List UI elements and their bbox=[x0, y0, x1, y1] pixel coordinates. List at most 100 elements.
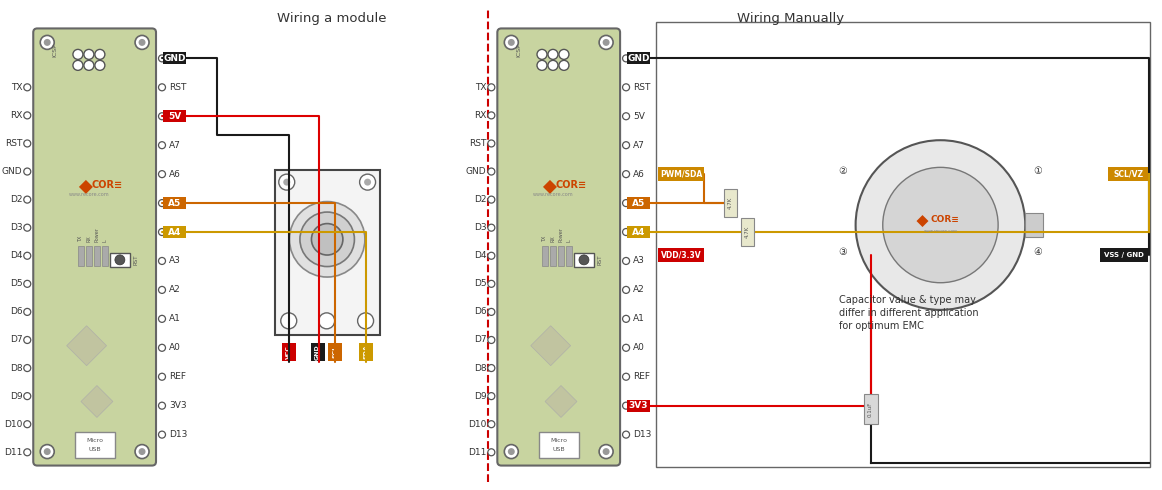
Bar bbox=[163, 226, 186, 238]
Bar bbox=[163, 110, 186, 122]
Circle shape bbox=[115, 255, 124, 265]
Bar bbox=[627, 197, 650, 209]
Text: RST: RST bbox=[633, 83, 651, 92]
Text: D10: D10 bbox=[3, 420, 22, 429]
Text: Capacitor value & type may
differ in different application
for optimum EMC: Capacitor value & type may differ in dif… bbox=[839, 295, 978, 331]
Circle shape bbox=[84, 60, 94, 71]
Circle shape bbox=[23, 337, 30, 343]
Circle shape bbox=[548, 60, 558, 71]
Text: ②: ② bbox=[839, 166, 847, 176]
Bar bbox=[163, 197, 186, 209]
Circle shape bbox=[488, 392, 495, 400]
Text: D13: D13 bbox=[168, 430, 187, 439]
Text: TX: TX bbox=[78, 235, 84, 242]
Polygon shape bbox=[917, 215, 928, 227]
Text: VDD/3.3V: VDD/3.3V bbox=[661, 250, 702, 259]
Text: D6: D6 bbox=[474, 307, 487, 317]
Polygon shape bbox=[531, 326, 571, 366]
Text: A3: A3 bbox=[633, 256, 645, 266]
Text: 0.1uF: 0.1uF bbox=[868, 401, 873, 417]
Text: RX: RX bbox=[86, 235, 92, 242]
Text: A7: A7 bbox=[633, 141, 645, 150]
Circle shape bbox=[158, 142, 165, 148]
Text: D9: D9 bbox=[9, 392, 22, 401]
Bar bbox=[550, 245, 555, 266]
Circle shape bbox=[158, 171, 165, 178]
Text: D7: D7 bbox=[9, 336, 22, 344]
Circle shape bbox=[623, 373, 630, 380]
Circle shape bbox=[359, 174, 375, 190]
Text: TX: TX bbox=[543, 235, 547, 242]
Text: D10: D10 bbox=[468, 420, 487, 429]
Bar bbox=[163, 52, 186, 64]
Circle shape bbox=[559, 60, 569, 71]
Text: GND: GND bbox=[163, 54, 186, 63]
Text: A5: A5 bbox=[167, 198, 181, 208]
Text: 3V3: 3V3 bbox=[629, 401, 648, 410]
Circle shape bbox=[23, 392, 30, 400]
Bar bbox=[274, 170, 380, 335]
Text: www.recore.com: www.recore.com bbox=[924, 229, 957, 233]
Text: D4: D4 bbox=[9, 251, 22, 260]
Circle shape bbox=[73, 60, 83, 71]
Circle shape bbox=[158, 55, 165, 62]
Circle shape bbox=[623, 228, 630, 236]
Circle shape bbox=[41, 35, 55, 49]
Bar bbox=[110, 253, 130, 267]
Circle shape bbox=[623, 344, 630, 351]
Circle shape bbox=[281, 313, 296, 329]
Text: VCC: VCC bbox=[286, 345, 292, 359]
Text: GND: GND bbox=[1, 167, 22, 176]
Circle shape bbox=[548, 49, 558, 59]
Circle shape bbox=[158, 344, 165, 351]
Circle shape bbox=[600, 444, 614, 459]
Circle shape bbox=[488, 280, 495, 287]
Circle shape bbox=[358, 313, 373, 329]
Text: PWM/SDA: PWM/SDA bbox=[660, 170, 702, 179]
Text: A1: A1 bbox=[633, 315, 645, 323]
Bar bbox=[541, 245, 548, 266]
Bar bbox=[281, 343, 296, 361]
Circle shape bbox=[158, 84, 165, 91]
Circle shape bbox=[158, 402, 165, 409]
Text: TX: TX bbox=[10, 83, 22, 92]
Text: ICSP: ICSP bbox=[516, 44, 521, 57]
Text: REF: REF bbox=[633, 372, 650, 381]
Text: D5: D5 bbox=[474, 279, 487, 288]
Circle shape bbox=[537, 49, 547, 59]
Circle shape bbox=[603, 448, 610, 455]
Text: Micro: Micro bbox=[86, 438, 103, 443]
Circle shape bbox=[318, 313, 335, 329]
Text: D7: D7 bbox=[474, 336, 487, 344]
Circle shape bbox=[488, 112, 495, 119]
Text: COR≡: COR≡ bbox=[931, 215, 959, 223]
Bar bbox=[359, 343, 373, 361]
Text: D3: D3 bbox=[474, 223, 487, 232]
Bar bbox=[94, 245, 100, 266]
Circle shape bbox=[158, 431, 165, 438]
Polygon shape bbox=[66, 326, 107, 366]
FancyBboxPatch shape bbox=[497, 28, 621, 465]
Polygon shape bbox=[79, 180, 93, 194]
Text: A0: A0 bbox=[633, 343, 645, 352]
Text: 5V: 5V bbox=[167, 112, 181, 121]
Circle shape bbox=[23, 421, 30, 428]
Circle shape bbox=[488, 168, 495, 175]
Text: A5: A5 bbox=[632, 198, 645, 208]
Circle shape bbox=[300, 212, 354, 267]
Text: USB: USB bbox=[552, 447, 565, 452]
Text: A3: A3 bbox=[168, 256, 181, 266]
Circle shape bbox=[23, 308, 30, 316]
Text: D11: D11 bbox=[3, 448, 22, 457]
Text: ③: ③ bbox=[839, 247, 847, 257]
Circle shape bbox=[855, 140, 1025, 310]
Circle shape bbox=[41, 444, 55, 459]
Circle shape bbox=[488, 449, 495, 456]
Circle shape bbox=[579, 255, 589, 265]
Text: RST: RST bbox=[469, 139, 487, 148]
Circle shape bbox=[289, 201, 365, 277]
Text: A2: A2 bbox=[168, 285, 181, 294]
Text: GND: GND bbox=[315, 344, 321, 360]
Circle shape bbox=[23, 280, 30, 287]
Circle shape bbox=[488, 421, 495, 428]
